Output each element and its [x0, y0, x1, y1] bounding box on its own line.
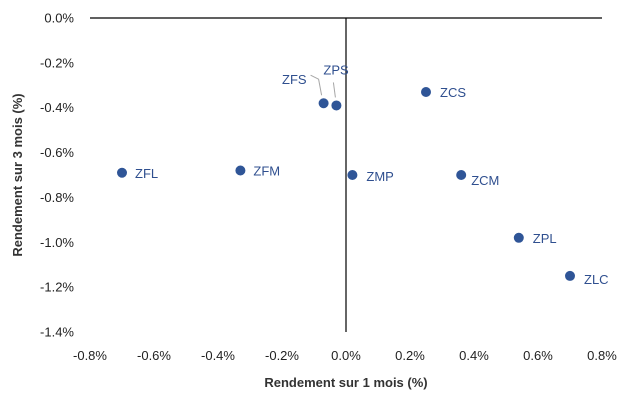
y-tick-label: -1.0%: [40, 235, 74, 250]
x-tick-label: 0.6%: [523, 348, 553, 363]
point-label-zfl: ZFL: [135, 166, 158, 181]
point-label-zfm: ZFM: [253, 164, 280, 179]
point-label-zfs: ZFS: [282, 72, 307, 87]
x-tick-label: 0.8%: [587, 348, 617, 363]
point-marker-zmp: [347, 170, 358, 180]
point-marker-zfm: [235, 165, 246, 176]
point-label-zmp: ZMP: [366, 169, 393, 184]
axes: [90, 17, 602, 332]
x-tick-label: -0.8%: [73, 348, 107, 363]
point-marker-zpl: [513, 232, 524, 243]
y-axis-title: Rendement sur 3 mois (%): [10, 93, 25, 256]
point-marker-zps: [331, 100, 342, 111]
y-tick-label: -0.8%: [40, 190, 74, 205]
x-tick-labels: -0.8% -0.6% -0.4% -0.2% 0.0% 0.2% 0.4% 0.6% 0.8%: [73, 348, 617, 363]
y-tick-label: -1.2%: [40, 280, 74, 295]
leader-line-zps: [332, 82, 336, 98]
point-marker-zcm: [456, 170, 467, 180]
y-tick-label: -0.6%: [40, 145, 74, 160]
x-tick-label: 0.2%: [395, 348, 425, 363]
point-label-zpl: ZPL: [533, 231, 557, 246]
point-marker-zlc: [565, 270, 575, 281]
point-label-zcs: ZCS: [440, 85, 466, 100]
x-tick-label: -0.4%: [201, 348, 235, 363]
x-tick-label: 0.4%: [459, 348, 489, 363]
x-tick-label: 0.0%: [331, 348, 361, 363]
point-label-zcm: ZCM: [471, 173, 499, 188]
data-points: ZFL ZFM ZFS ZPS ZMP ZCS ZCM ZPL ZLC: [117, 62, 609, 287]
point-label-zlc: ZLC: [584, 272, 609, 287]
leader-line-zfs: [310, 74, 323, 96]
point-marker-zcs: [421, 87, 431, 98]
point-marker-zfl: [117, 167, 127, 178]
x-tick-label: -0.2%: [265, 348, 299, 363]
y-tick-labels: 0.0% -0.2% -0.4% -0.6% -0.8% -1.0% -1.2% -1.4%: [40, 11, 74, 340]
x-axis-title: Rendement sur 1 mois (%): [264, 375, 427, 390]
x-tick-label: -0.6%: [137, 348, 171, 363]
y-tick-label: 0.0%: [44, 11, 74, 26]
y-tick-label: -0.4%: [40, 100, 74, 115]
y-tick-label: -1.4%: [40, 325, 74, 340]
point-label-zps: ZPS: [323, 62, 349, 77]
y-tick-label: -0.2%: [40, 55, 74, 70]
point-marker-zfs: [318, 98, 329, 109]
